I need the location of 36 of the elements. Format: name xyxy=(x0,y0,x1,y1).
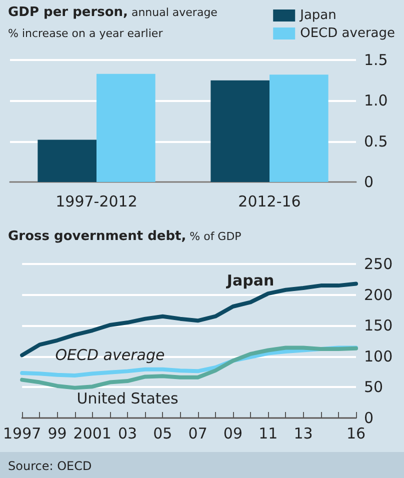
x-tick-label: 11 xyxy=(258,424,278,442)
chart-title: Gross government debt, % of GDP xyxy=(8,229,242,244)
y-tick-label: 200 xyxy=(364,286,393,304)
y-tick-label: 0.5 xyxy=(364,132,388,150)
y-tick-label: 50 xyxy=(364,378,384,396)
series-label: OECD average xyxy=(55,346,165,364)
x-tick-label: 13 xyxy=(294,424,313,442)
y-tick-label: 150 xyxy=(364,316,393,335)
x-tick-label: 2001 xyxy=(73,424,112,442)
bar xyxy=(96,74,156,182)
bar xyxy=(270,74,328,182)
y-tick-label: 0 xyxy=(364,409,374,427)
y-tick-label: 0 xyxy=(364,173,374,191)
x-tick-label: 99 xyxy=(48,424,67,442)
bar xyxy=(210,80,270,182)
x-tick-label: 2012-16 xyxy=(238,192,301,210)
bar xyxy=(38,140,96,182)
y-tick-label: 100 xyxy=(364,347,393,366)
series-label: Japan xyxy=(226,272,274,290)
source-note: Source: OECD xyxy=(8,459,92,473)
x-tick-label: 1997 xyxy=(2,424,42,442)
x-tick-label: 09 xyxy=(223,424,243,442)
legend-label: Japan xyxy=(299,8,336,23)
x-tick-label: 16 xyxy=(346,424,366,442)
series-label: United States xyxy=(76,390,178,408)
x-tick-label: 05 xyxy=(153,424,172,442)
line-series xyxy=(20,346,358,390)
x-tick-label: 07 xyxy=(188,424,208,442)
y-tick-label: 1.0 xyxy=(364,92,388,110)
chart-title: GDP per person, annual average xyxy=(8,5,218,20)
y-tick-label: 1.5 xyxy=(364,51,388,69)
y-tick-label: 250 xyxy=(364,255,393,273)
chart-subtitle: % increase on a year earlier xyxy=(8,27,164,40)
legend-label: OECD average xyxy=(300,26,396,41)
x-tick-label: 03 xyxy=(118,424,138,442)
x-tick-label: 1997-2012 xyxy=(56,192,138,210)
